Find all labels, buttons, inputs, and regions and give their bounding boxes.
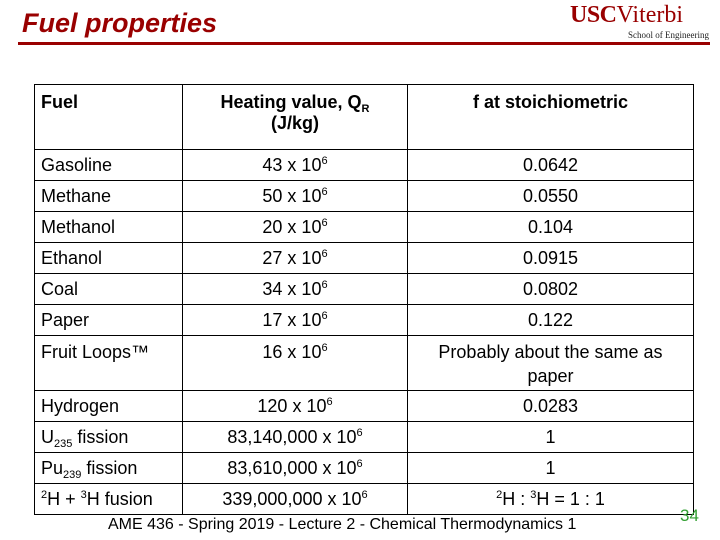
logo-wordmark: USCViterbi bbox=[570, 2, 684, 28]
table-row: Methane 50 x 106 0.0550 bbox=[34, 180, 694, 212]
heating-value-cell: 17 x 106 bbox=[182, 304, 408, 336]
fuel-cell: 2H + 3H fusion bbox=[34, 483, 183, 515]
table-header-row: Fuel Heating value, QR (J/kg) f at stoic… bbox=[34, 84, 694, 150]
table-row: Methanol 20 x 106 0.104 bbox=[34, 211, 694, 243]
fuel-cell: U235 fission bbox=[34, 421, 183, 453]
heating-value-cell: 83,610,000 x 106 bbox=[182, 452, 408, 484]
heating-value-cell: 50 x 106 bbox=[182, 180, 408, 212]
fuel-cell: Methanol bbox=[34, 211, 183, 243]
fuel-cell: Methane bbox=[34, 180, 183, 212]
fuel-cell: Pu239 fission bbox=[34, 452, 183, 484]
slide-footer: AME 436 - Spring 2019 - Lecture 2 - Chem… bbox=[108, 516, 577, 533]
heating-value-cell: 120 x 106 bbox=[182, 390, 408, 422]
usc-viterbi-logo: USCViterbi School of Engineering bbox=[570, 2, 712, 42]
heating-value-cell: 20 x 106 bbox=[182, 211, 408, 243]
f-cell: 0.0642 bbox=[407, 149, 694, 181]
title-divider bbox=[18, 42, 710, 45]
fuel-cell: Fruit Loops™ bbox=[34, 335, 183, 391]
table-row: Pu239 fission 83,610,000 x 106 1 bbox=[34, 452, 694, 484]
f-cell: 0.0802 bbox=[407, 273, 694, 305]
header-f-stoich: f at stoichiometric bbox=[407, 84, 694, 150]
header-heating-value: Heating value, QR (J/kg) bbox=[182, 84, 408, 150]
f-cell: Probably about the same as paper bbox=[407, 335, 694, 391]
f-cell: 0.122 bbox=[407, 304, 694, 336]
f-cell: 0.104 bbox=[407, 211, 694, 243]
fuel-cell: Hydrogen bbox=[34, 390, 183, 422]
heating-value-cell: 27 x 106 bbox=[182, 242, 408, 274]
heating-value-cell: 83,140,000 x 106 bbox=[182, 421, 408, 453]
table-row: Paper 17 x 106 0.122 bbox=[34, 304, 694, 336]
f-cell: 1 bbox=[407, 421, 694, 453]
fuel-cell: Gasoline bbox=[34, 149, 183, 181]
slide-title: Fuel properties bbox=[22, 8, 218, 38]
heating-value-cell: 339,000,000 x 106 bbox=[182, 483, 408, 515]
f-cell: 0.0550 bbox=[407, 180, 694, 212]
fuel-properties-table: Fuel Heating value, QR (J/kg) f at stoic… bbox=[34, 84, 694, 515]
f-cell: 0.0283 bbox=[407, 390, 694, 422]
heating-value-cell: 16 x 106 bbox=[182, 335, 408, 391]
logo-subtitle: School of Engineering bbox=[628, 30, 709, 40]
table-row: Hydrogen 120 x 106 0.0283 bbox=[34, 390, 694, 422]
header-fuel: Fuel bbox=[34, 84, 183, 150]
table-row: Coal 34 x 106 0.0802 bbox=[34, 273, 694, 305]
page-number: 34 bbox=[680, 506, 699, 525]
table-row: 2H + 3H fusion 339,000,000 x 106 2H : 3H… bbox=[34, 483, 694, 515]
f-cell: 1 bbox=[407, 452, 694, 484]
heating-value-cell: 43 x 106 bbox=[182, 149, 408, 181]
table-row: Fruit Loops™ 16 x 106 Probably about the… bbox=[34, 335, 694, 391]
f-cell: 2H : 3H = 1 : 1 bbox=[407, 483, 694, 515]
f-cell: 0.0915 bbox=[407, 242, 694, 274]
heating-value-cell: 34 x 106 bbox=[182, 273, 408, 305]
table-row: Ethanol 27 x 106 0.0915 bbox=[34, 242, 694, 274]
fuel-cell: Paper bbox=[34, 304, 183, 336]
fuel-cell: Ethanol bbox=[34, 242, 183, 274]
fuel-cell: Coal bbox=[34, 273, 183, 305]
table-row: Gasoline 43 x 106 0.0642 bbox=[34, 149, 694, 181]
table-row: U235 fission 83,140,000 x 106 1 bbox=[34, 421, 694, 453]
